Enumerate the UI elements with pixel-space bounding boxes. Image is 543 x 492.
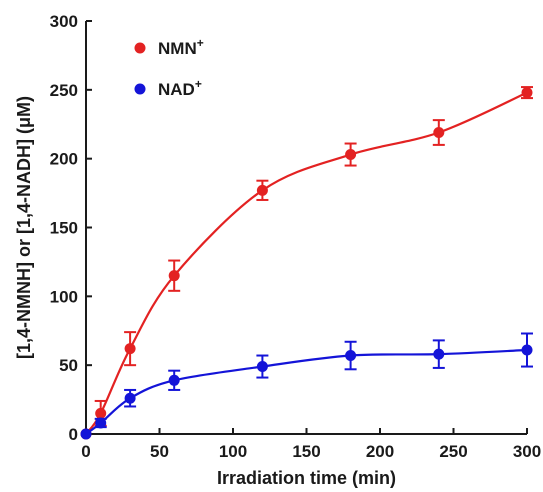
data-point	[345, 350, 357, 362]
x-tick-label: 250	[439, 442, 467, 461]
y-tick-label: 100	[50, 287, 78, 306]
legend-marker	[134, 42, 146, 54]
y-tick-label: 300	[50, 12, 78, 31]
y-ticks: 0 50 100 150 200 250 300	[50, 12, 92, 444]
x-tick-label: 50	[150, 442, 169, 461]
data-point	[80, 428, 92, 440]
data-point	[95, 417, 107, 429]
series-line	[85, 91, 528, 435]
data-point	[521, 344, 533, 356]
data-point	[256, 361, 268, 373]
y-tick-label: 50	[59, 356, 78, 375]
x-tick-label: 150	[292, 442, 320, 461]
data-point	[168, 374, 180, 386]
y-axis-title: [1,4-NMNH] or [1,4-NADH] (μM)	[14, 96, 34, 359]
data-point	[256, 184, 268, 196]
legend-label: NAD+	[158, 77, 202, 99]
data-point	[124, 343, 136, 355]
series-layer	[80, 86, 533, 440]
x-tick-label: 300	[513, 442, 541, 461]
series-nad	[80, 332, 533, 440]
series-nmn	[80, 86, 533, 440]
y-tick-label: 0	[69, 425, 78, 444]
data-point	[124, 392, 136, 404]
x-axis-title: Irradiation time (min)	[217, 468, 396, 488]
x-tick-label: 0	[81, 442, 90, 461]
data-point	[95, 407, 107, 419]
data-point	[521, 87, 533, 99]
legend: NMN+ NAD+	[134, 36, 204, 99]
data-point	[433, 348, 445, 360]
data-point	[168, 270, 180, 282]
y-tick-label: 250	[50, 81, 78, 100]
x-tick-label: 200	[366, 442, 394, 461]
legend-label: NMN+	[158, 36, 204, 58]
legend-marker	[134, 83, 146, 95]
y-tick-label: 150	[50, 219, 78, 238]
plot-frame	[85, 21, 527, 435]
data-point	[433, 127, 445, 139]
series-line	[85, 348, 528, 435]
data-point	[345, 149, 357, 161]
x-ticks: 0 50 100 150 200 250 300	[81, 428, 541, 461]
x-tick-label: 100	[219, 442, 247, 461]
y-tick-label: 200	[50, 150, 78, 169]
